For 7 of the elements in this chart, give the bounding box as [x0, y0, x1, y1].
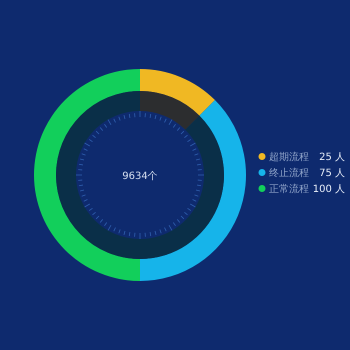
legend-label: 超期流程: [269, 151, 309, 163]
text: 9634个: [122, 170, 158, 182]
legend-label: 终止流程: [269, 167, 309, 179]
text: 25 人: [319, 152, 345, 163]
legend-label: 正常流程: [269, 183, 309, 195]
text: 100 人: [312, 184, 345, 195]
text: 75 人: [319, 168, 345, 179]
